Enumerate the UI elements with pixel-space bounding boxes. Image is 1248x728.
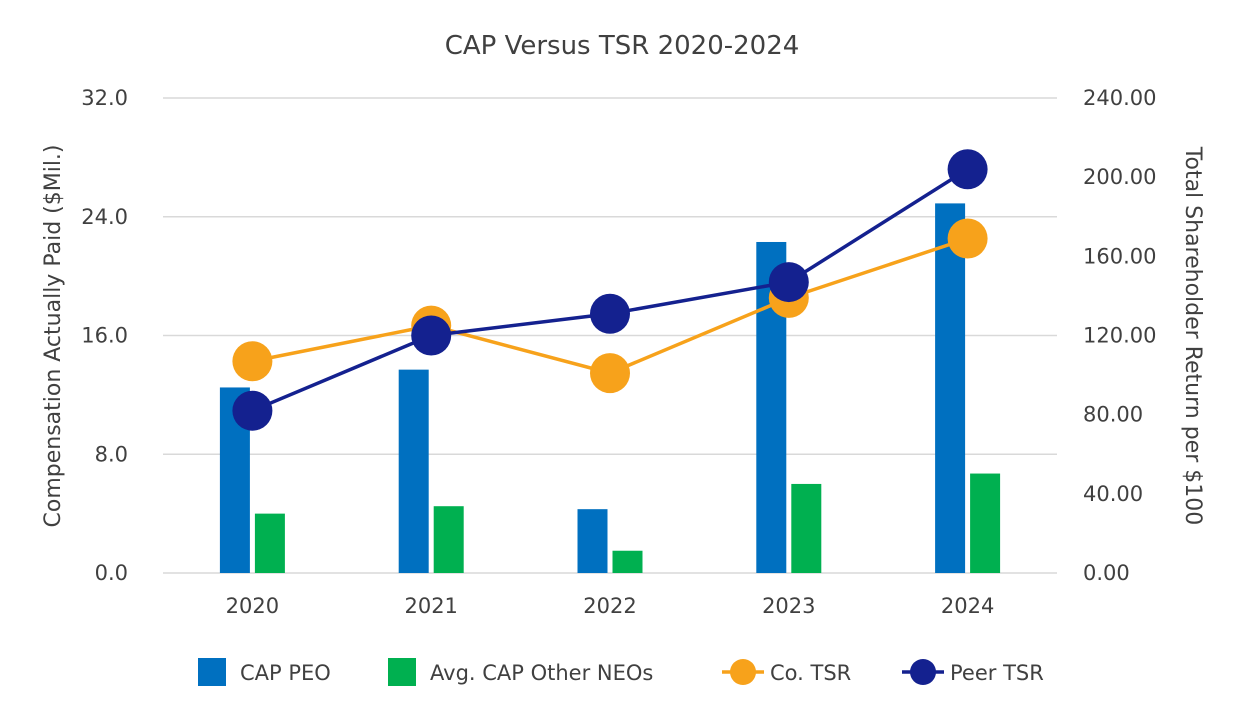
bar-series xyxy=(219,203,1001,573)
right-axis-title: Total Shareholder Return per $100 xyxy=(1180,146,1205,525)
left-axis-title: Compensation Actually Paid ($Mil.) xyxy=(41,144,66,527)
bar-avg-cap-other-neos xyxy=(970,473,1001,573)
legend-label-peer-tsr: Peer TSR xyxy=(950,661,1044,685)
right-axis-ticks: 0.00 40.00 80.00 120.00 160.00 200.00 240.00 xyxy=(1083,86,1156,585)
x-tick-label: 2020 xyxy=(226,594,279,618)
bar-avg-cap-other-neos xyxy=(612,550,643,573)
right-tick-label: 200.00 xyxy=(1083,165,1156,189)
legend: CAP PEO Avg. CAP Other NEOs Co. TSR Peer TS… xyxy=(198,658,1044,686)
left-tick-label: 24.0 xyxy=(81,205,128,229)
right-tick-label: 0.00 xyxy=(1083,561,1130,585)
bar-cap-peo xyxy=(935,203,966,573)
legend-label-avg-cap-other-neos: Avg. CAP Other NEOs xyxy=(430,661,653,685)
x-tick-label: 2022 xyxy=(583,594,636,618)
legend-swatch-cap-peo xyxy=(198,658,226,686)
bar-avg-cap-other-neos xyxy=(791,483,822,573)
line-series xyxy=(232,149,988,431)
left-axis-ticks: 0.0 8.0 16.0 24.0 32.0 xyxy=(81,86,128,585)
right-tick-label: 80.00 xyxy=(1083,403,1143,427)
point-peer-tsr xyxy=(947,149,988,190)
right-tick-label: 120.00 xyxy=(1083,324,1156,348)
point-co-tsr xyxy=(590,353,630,394)
left-tick-label: 0.0 xyxy=(95,561,128,585)
legend-label-co-tsr: Co. TSR xyxy=(770,661,851,685)
point-co-tsr xyxy=(947,218,988,259)
x-tick-label: 2023 xyxy=(762,594,815,618)
left-tick-label: 16.0 xyxy=(81,324,128,348)
point-co-tsr xyxy=(232,341,273,382)
right-tick-label: 40.00 xyxy=(1083,482,1143,506)
x-axis-ticks: 2020 2021 2022 2023 2024 xyxy=(226,594,995,618)
bar-cap-peo xyxy=(577,509,608,573)
left-tick-label: 32.0 xyxy=(81,86,128,110)
chart-title: CAP Versus TSR 2020-2024 xyxy=(445,31,800,61)
right-tick-label: 240.00 xyxy=(1083,86,1156,110)
point-peer-tsr xyxy=(768,262,809,303)
bar-cap-peo xyxy=(398,369,429,573)
legend-swatch-avg-cap-other-neos xyxy=(388,658,416,686)
legend-marker-co-tsr xyxy=(730,659,756,685)
x-tick-label: 2024 xyxy=(941,594,994,618)
legend-label-cap-peo: CAP PEO xyxy=(240,661,331,685)
left-tick-label: 8.0 xyxy=(95,442,128,466)
point-peer-tsr xyxy=(232,390,273,431)
bar-avg-cap-other-neos xyxy=(254,513,285,573)
x-tick-label: 2021 xyxy=(404,594,457,618)
grid xyxy=(163,97,1057,574)
point-peer-tsr xyxy=(411,315,452,356)
point-peer-tsr xyxy=(590,293,630,334)
right-tick-label: 160.00 xyxy=(1083,244,1156,268)
legend-marker-peer-tsr xyxy=(910,659,936,685)
bar-avg-cap-other-neos xyxy=(433,506,464,573)
